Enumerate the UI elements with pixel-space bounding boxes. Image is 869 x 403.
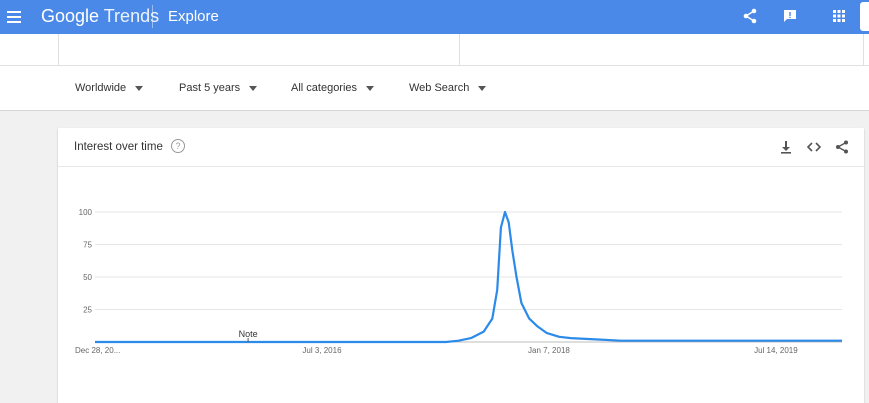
feedback-icon[interactable] (781, 7, 799, 25)
category-label: All categories (291, 82, 358, 94)
help-icon[interactable]: ? (171, 139, 185, 153)
x-tick-label: Jul 14, 2019 (754, 346, 798, 355)
embed-icon[interactable] (806, 139, 822, 155)
logo-google: Google (41, 6, 100, 26)
search-term-divider (459, 34, 460, 65)
time-range-dropdown[interactable]: Past 5 years (179, 82, 258, 94)
y-tick-label: 100 (79, 208, 93, 217)
y-tick-label: 50 (83, 273, 92, 282)
x-tick-label: Dec 28, 20... (75, 346, 120, 355)
sign-in-button[interactable] (860, 2, 869, 31)
category-dropdown[interactable]: All categories (291, 82, 375, 94)
interest-chart[interactable]: 100 75 50 25 Dec 28, 20... Jul 3, 2016 Jan 7, … (58, 128, 864, 403)
card-header: Interest over time ? (58, 128, 864, 167)
search-type-dropdown[interactable]: Web Search (409, 82, 487, 94)
x-tick-label: Jan 7, 2018 (528, 346, 570, 355)
menu-icon[interactable] (7, 9, 21, 23)
search-term-divider (58, 34, 59, 65)
share-icon[interactable] (741, 7, 759, 25)
filter-bar: Worldwide Past 5 years All categories We… (0, 66, 869, 111)
region-label: Worldwide (75, 82, 127, 94)
logo-trends: Trends (103, 6, 160, 26)
y-tick-label: 75 (83, 241, 92, 250)
region-dropdown[interactable]: Worldwide (75, 82, 144, 94)
search-terms-row (0, 34, 869, 66)
share-icon[interactable] (834, 139, 850, 155)
time-range-label: Past 5 years (179, 82, 241, 94)
chevron-down-icon (249, 85, 258, 91)
search-type-label: Web Search (409, 82, 470, 94)
series-line (95, 210, 842, 344)
interest-over-time-card: Interest over time ? 100 75 50 25 Dec 28, 20… (58, 128, 864, 403)
google-trends-logo[interactable]: Google Trends (41, 6, 159, 27)
chevron-down-icon (135, 85, 144, 91)
page-title: Explore (168, 8, 219, 25)
apps-icon[interactable] (830, 7, 848, 25)
y-tick-label: 25 (83, 306, 92, 315)
card-title: Interest over time (74, 141, 163, 153)
header-divider (152, 5, 153, 28)
chevron-down-icon (366, 85, 375, 91)
search-term-divider (863, 34, 864, 65)
chevron-down-icon (478, 85, 487, 91)
top-app-bar: Google Trends Explore (0, 0, 869, 34)
note-annotation: Note (239, 329, 258, 339)
x-tick-label: Jul 3, 2016 (302, 346, 342, 355)
download-icon[interactable] (778, 139, 794, 155)
